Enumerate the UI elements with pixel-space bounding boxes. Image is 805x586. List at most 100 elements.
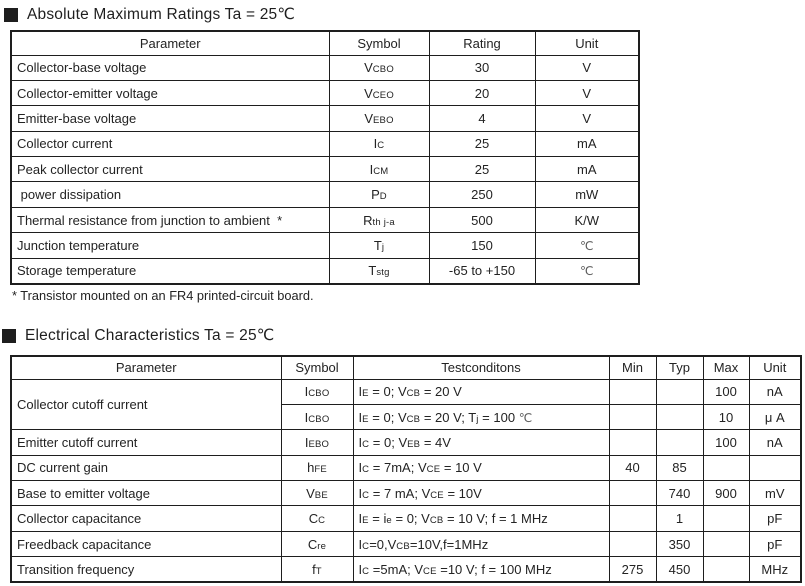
parameter-cell: Freedback capacitance [10, 530, 282, 558]
column-header: Unit [748, 355, 802, 380]
cell-text: = 100 [478, 409, 519, 425]
unit-cell: mA [534, 130, 640, 158]
column-header: Unit [534, 30, 640, 56]
symbol-cell: VEBO [328, 105, 430, 132]
subscript-text: CB [406, 413, 421, 425]
subscript-text: CE [426, 464, 441, 476]
min-cell: 40 [608, 454, 657, 482]
column-header: Parameter [10, 355, 282, 380]
subscript-text: CE [430, 489, 444, 501]
conditions-cell: IC = 0; VEB = 4V [352, 429, 610, 456]
unit-cell: mW [534, 181, 640, 208]
cell-text: I [358, 460, 363, 476]
cell-text: =10V,f=1MHz [409, 536, 489, 552]
subscript-text: E [362, 413, 369, 425]
cell-text: I [304, 409, 309, 425]
rating-cell: 4 [428, 105, 536, 132]
unit-cell: V [534, 79, 640, 107]
subscript-text: EB [407, 438, 421, 450]
table-row: DC current gain hFE IC = 7mA; VCE = 10 V 40… [10, 454, 802, 482]
column-header: Min [608, 355, 657, 380]
subscript-text: EBO [373, 114, 394, 126]
unit-cell: MHz [748, 556, 802, 583]
cell-text: ℃ [580, 264, 594, 279]
subscript-text: stg [376, 267, 390, 279]
typ-cell [655, 378, 704, 405]
column-header: Symbol [328, 30, 430, 56]
column-header: Max [702, 355, 750, 380]
cell-text: = 4V [420, 434, 451, 450]
cell-text: P [371, 187, 380, 203]
max-cell: 100 [702, 378, 750, 405]
symbol-cell: Rth j-a [328, 206, 430, 234]
cell-text: f [312, 561, 316, 577]
table-row: Emitter cutoff current IEBO IC = 0; VEB = … [10, 429, 802, 456]
subscript-text: j [381, 241, 385, 253]
symbol-cell: VCBO [328, 54, 430, 81]
column-header: Parameter [10, 30, 330, 56]
unit-cell: V [534, 105, 640, 132]
column-header: Rating [428, 30, 536, 56]
table-header-row: Parameter Symbol Rating Unit [10, 30, 640, 56]
subscript-text: CM [373, 165, 389, 177]
cell-text: I [358, 485, 363, 501]
subscript-text: E [362, 515, 369, 527]
table-header-row: Parameter Symbol Testconditons Min Typ Max Uni… [10, 355, 802, 380]
subscript-text: CE [423, 565, 437, 577]
square-bullet-icon [2, 328, 16, 343]
symbol-cell: fT [280, 556, 354, 583]
parameter-cell: Storage temperature [10, 257, 330, 285]
cell-text: C [307, 536, 318, 552]
cell-text: I [358, 384, 363, 400]
min-cell [608, 480, 657, 507]
subscript-text: E [362, 388, 369, 400]
cell-text: = 0; V [391, 511, 430, 527]
cell-text: = 10 V [440, 460, 482, 476]
cell-text: V [364, 85, 373, 101]
column-header: Typ [655, 355, 704, 380]
unit-cell: ℃ [534, 232, 640, 259]
parameter-cell: Emitter-base voltage [10, 105, 330, 132]
table-row: Storage temperature Tstg -65 to +150 ℃ [10, 257, 640, 285]
cell-text: = 20 V [420, 384, 462, 400]
typ-cell: 350 [655, 530, 704, 558]
table-row: Freedback capacitance Cre IC=0,VCB=10V,f=1… [10, 530, 802, 558]
max-cell [702, 530, 750, 558]
symbol-cell: ICBO [280, 378, 354, 405]
subscript-text: C [362, 540, 370, 552]
typ-cell: 740 [655, 480, 704, 507]
square-bullet-icon [4, 7, 18, 22]
subscript-text: C [377, 140, 385, 152]
symbol-cell: ICBO [280, 403, 354, 431]
parameter-cell: DC current gain [10, 454, 282, 482]
unit-cell: pF [748, 530, 802, 558]
cell-text: = 0; V [368, 384, 407, 400]
max-cell [702, 454, 750, 482]
conditions-cell: IE = 0; VCB = 20 V; Tj = 100 ℃ [352, 403, 610, 431]
cell-text: = 7 mA; V [369, 485, 431, 501]
cell-text: I [358, 536, 363, 552]
parameter-cell: Junction temperature [10, 232, 330, 259]
unit-cell: K/W [534, 206, 640, 234]
cell-text: T [368, 263, 377, 279]
parameter-cell: Collector-base voltage [10, 54, 330, 81]
subscript-text: EBO [308, 438, 330, 450]
table-row: ICBO IE = 0; VCB = 20 V; Tj = 100 ℃ 10 μ A [11, 403, 802, 431]
subscript-text: re [317, 540, 327, 552]
subscript-text: FE [314, 464, 327, 476]
symbol-cell: hFE [280, 454, 354, 482]
cell-text: = 0; V [369, 434, 408, 450]
unit-cell: μ A [748, 403, 802, 431]
rating-cell: 25 [428, 156, 536, 183]
section-title-text: Absolute Maximum Ratings Ta = 25℃ [27, 6, 295, 23]
unit-cell: V [534, 54, 640, 81]
subscript-text: e [386, 515, 392, 527]
min-cell [608, 530, 657, 558]
subscript-text: T [315, 565, 322, 577]
typ-cell: 1 [655, 505, 704, 532]
electrical-characteristics-title: Electrical Characteristics Ta = 25℃ [2, 326, 274, 345]
unit-cell: nA [748, 378, 802, 405]
cell-text: ℃ [518, 410, 533, 425]
unit-cell: pF [748, 505, 802, 532]
